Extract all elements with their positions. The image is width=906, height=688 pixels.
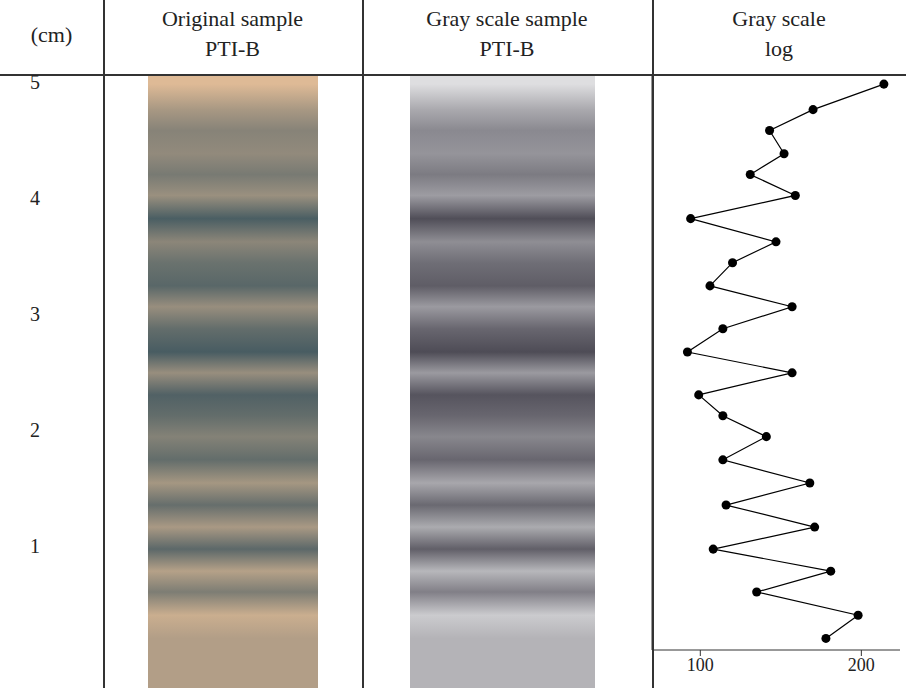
html-text:Gray scale: Gray scale (732, 6, 826, 31)
html-text:log: log (764, 36, 794, 61)
html-text:Original sample: Original sample (161, 6, 304, 31)
svg-text:3: 3 (30, 303, 40, 325)
svg-text:1: 1 (30, 535, 40, 557)
html-text:PTI-B: PTI-B (205, 36, 260, 61)
html-text:PTI-B: PTI-B (479, 36, 535, 61)
svg-text:5: 5 (30, 71, 40, 93)
html-text:Gray scale sample: Gray scale sample (426, 6, 588, 31)
svg-text:2: 2 (30, 419, 40, 441)
svg-text:100: 100 (687, 655, 714, 675)
svg-text:200: 200 (848, 655, 875, 675)
html-text:(cm): (cm) (30, 22, 73, 47)
svg-text:4: 4 (30, 187, 40, 209)
